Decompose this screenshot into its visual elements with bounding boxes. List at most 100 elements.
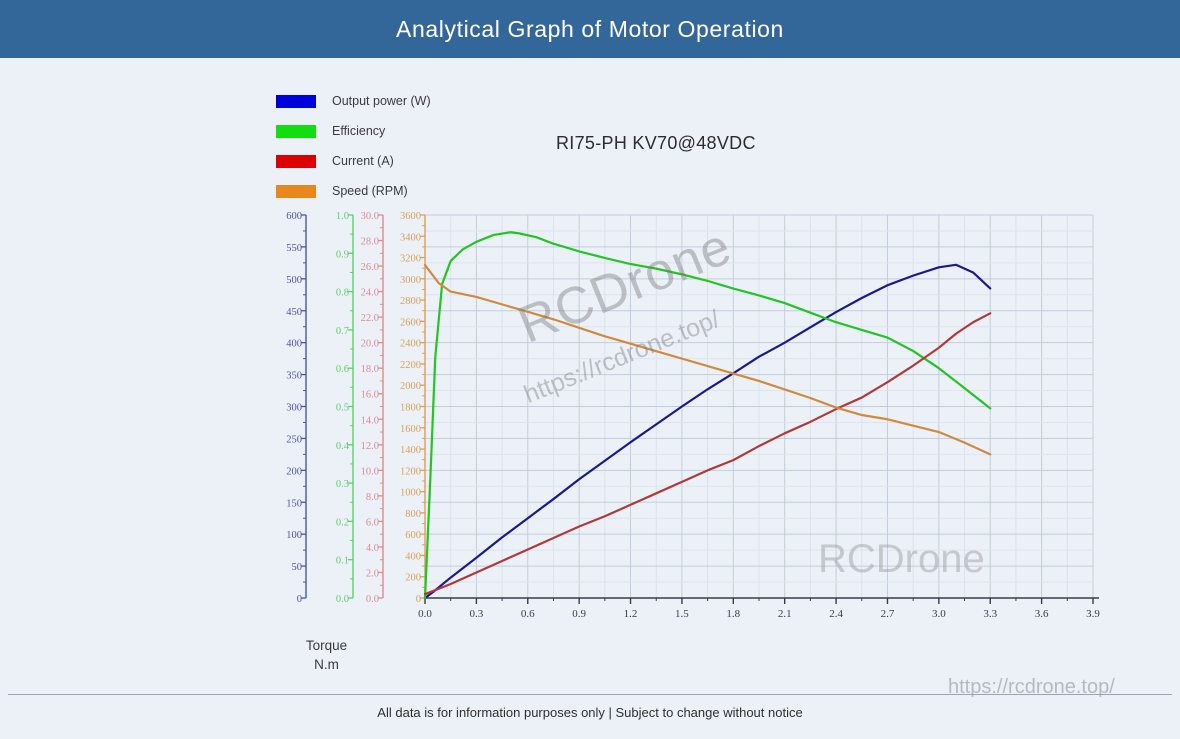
- legend-swatch-blue: [276, 94, 316, 108]
- y-axis-tick-label: 0.9: [336, 249, 349, 260]
- y-axis-tick-label: 28.0: [361, 237, 379, 248]
- y-axis-tick-label: 6.0: [366, 517, 379, 528]
- y-axis-tick-label: 100: [286, 530, 302, 541]
- page-title: Analytical Graph of Motor Operation: [396, 15, 784, 42]
- y-axis-tick-label: 30.0: [361, 211, 379, 222]
- y-axis-tick-label: 0.1: [336, 556, 349, 567]
- legend-item: Speed (RPM): [276, 176, 431, 206]
- x-axis-tick-label: 3.3: [983, 608, 997, 620]
- legend-item: Efficiency: [276, 116, 431, 146]
- y-axis-tick-label: 350: [286, 371, 302, 382]
- y-axis-tick-label: 2800: [400, 296, 421, 307]
- chart-x-axis: 0.0 0.3 0.6 0.9 1.2 1.5 1.8 2.1 2.4 2.7 3.0 3.3 3.6 3…: [418, 597, 1100, 620]
- chart-gridlines: [424, 214, 1094, 599]
- y-axis-tick-label: 1600: [400, 424, 421, 435]
- y-axis-tick-label: 2200: [400, 360, 421, 371]
- y-axis-tick-label: 200: [405, 573, 421, 584]
- y-axis-tick-label: 600: [405, 530, 421, 541]
- y-axis-tick-label: 10.0: [361, 466, 379, 477]
- x-axis-tick-label: 3.0: [932, 608, 946, 620]
- x-axis-label: Torque: [305, 638, 348, 653]
- y-axis-tick-label: 550: [286, 243, 302, 254]
- y-axis-tick-label: 0.8: [336, 288, 349, 299]
- y-axis-tick-label: 1200: [400, 466, 421, 477]
- y-axis-tick-label: 250: [286, 434, 302, 445]
- x-axis-tick-label: 2.7: [881, 608, 895, 620]
- y-axis-tick-label: 1.0: [336, 211, 349, 222]
- y-axis-tick-label: 8.0: [366, 492, 379, 503]
- y-axis-tick-label: 450: [286, 307, 302, 318]
- legend-swatch-orange: [276, 184, 316, 198]
- x-axis-tick-label: 2.1: [778, 608, 792, 620]
- y-axis-tick-label: 22.0: [361, 313, 379, 324]
- chart-series-line: [423, 263, 992, 456]
- y-axis-tick-label: 0.6: [336, 364, 349, 375]
- chart-title: RI75-PH KV70@48VDC: [556, 133, 756, 153]
- y-axis-tick-label: 300: [286, 403, 302, 414]
- x-axis-tick-label: 1.8: [726, 608, 740, 620]
- y-axis-tick-label: 150: [286, 498, 302, 509]
- y-axis-tick-label: 0: [416, 594, 421, 605]
- legend-item: Output power (W): [276, 86, 431, 116]
- x-axis-tick-label: 3.6: [1035, 608, 1049, 620]
- x-axis-tick-label: 0.9: [572, 608, 586, 620]
- y-axis-tick-label: 0.5: [336, 403, 349, 414]
- y-axis-tick-label: 1400: [400, 445, 421, 456]
- y-axis-tick-label: 2.0: [366, 568, 379, 579]
- y-axis-tick-label: 0.0: [336, 594, 349, 605]
- y-axis-tick-label: 3600: [400, 211, 421, 222]
- y-axis-tick-label: 400: [286, 339, 302, 350]
- y-axis-tick-label: 1800: [400, 403, 421, 414]
- y-axis-tick-label: 4.0: [366, 543, 379, 554]
- legend-item: Current (A): [276, 146, 431, 176]
- y-axis-tick-label: 3400: [400, 232, 421, 243]
- x-axis-tick-label: 1.2: [624, 608, 638, 620]
- y-axis-tick-label: 24.0: [361, 288, 379, 299]
- y-axis-tick-label: 0.2: [336, 517, 349, 528]
- y-axis-tick-label: 20.0: [361, 339, 379, 350]
- y-axis-tick-label: 0: [297, 594, 302, 605]
- legend-label: Efficiency: [332, 124, 386, 138]
- x-axis-tick-label: 3.9: [1086, 608, 1100, 620]
- x-axis-tick-label: 0.6: [521, 608, 535, 620]
- y-axis-tick-label: 400: [405, 551, 421, 562]
- y-axis-tick-label: 2400: [400, 339, 421, 350]
- y-axis-tick-label: 18.0: [361, 364, 379, 375]
- legend-swatch-green: [276, 124, 316, 138]
- y-axis-tick-label: 14.0: [361, 415, 379, 426]
- legend-label: Speed (RPM): [332, 184, 408, 198]
- y-axis-tick-label: 1000: [400, 488, 421, 499]
- y-axis-tick-label: 26.0: [361, 262, 379, 273]
- x-axis-caption: Torque N.m: [0, 636, 1180, 674]
- x-axis-unit: N.m: [314, 657, 339, 672]
- y-axis-tick-label: 0.7: [336, 326, 349, 337]
- x-axis-tick-label: 0.0: [418, 608, 432, 620]
- y-axis-tick-label: 800: [405, 509, 421, 520]
- app-header: Analytical Graph of Motor Operation: [0, 0, 1180, 58]
- chart-legend: Output power (W) Efficiency Current (A) …: [276, 86, 431, 206]
- y-axis-tick-label: 3200: [400, 254, 421, 265]
- x-axis-tick-label: 2.4: [829, 608, 843, 620]
- y-axis-tick-label: 3000: [400, 275, 421, 286]
- y-axis-tick-label: 2000: [400, 381, 421, 392]
- y-axis-tick-label: 2600: [400, 317, 421, 328]
- watermark-brand: RCDrone: [818, 537, 985, 581]
- watermark-footer-url: https://rcdrone.top/: [948, 676, 1115, 698]
- y-axis-tick-label: 12.0: [361, 441, 379, 452]
- y-axis-tick-label: 16.0: [361, 390, 379, 401]
- legend-swatch-red: [276, 154, 316, 168]
- y-axis-tick-label: 50: [292, 562, 303, 573]
- footer-notice: All data is for information purposes onl…: [377, 705, 803, 720]
- y-axis-tick-label: 600: [286, 211, 302, 222]
- y-axis-tick-label: 500: [286, 275, 302, 286]
- y-axis-tick-label: 0.0: [366, 594, 379, 605]
- x-axis-tick-label: 1.5: [675, 608, 689, 620]
- y-axis-tick-label: 0.3: [336, 479, 349, 490]
- x-axis-tick-label: 0.3: [470, 608, 484, 620]
- chart-y-axes: 0 50 100 150 200 250 300 350 400 450 500 550 600 0.0 0…: [286, 211, 426, 605]
- y-axis-tick-label: 200: [286, 466, 302, 477]
- legend-label: Output power (W): [332, 94, 431, 108]
- legend-label: Current (A): [332, 154, 394, 168]
- y-axis-tick-label: 0.4: [336, 441, 350, 452]
